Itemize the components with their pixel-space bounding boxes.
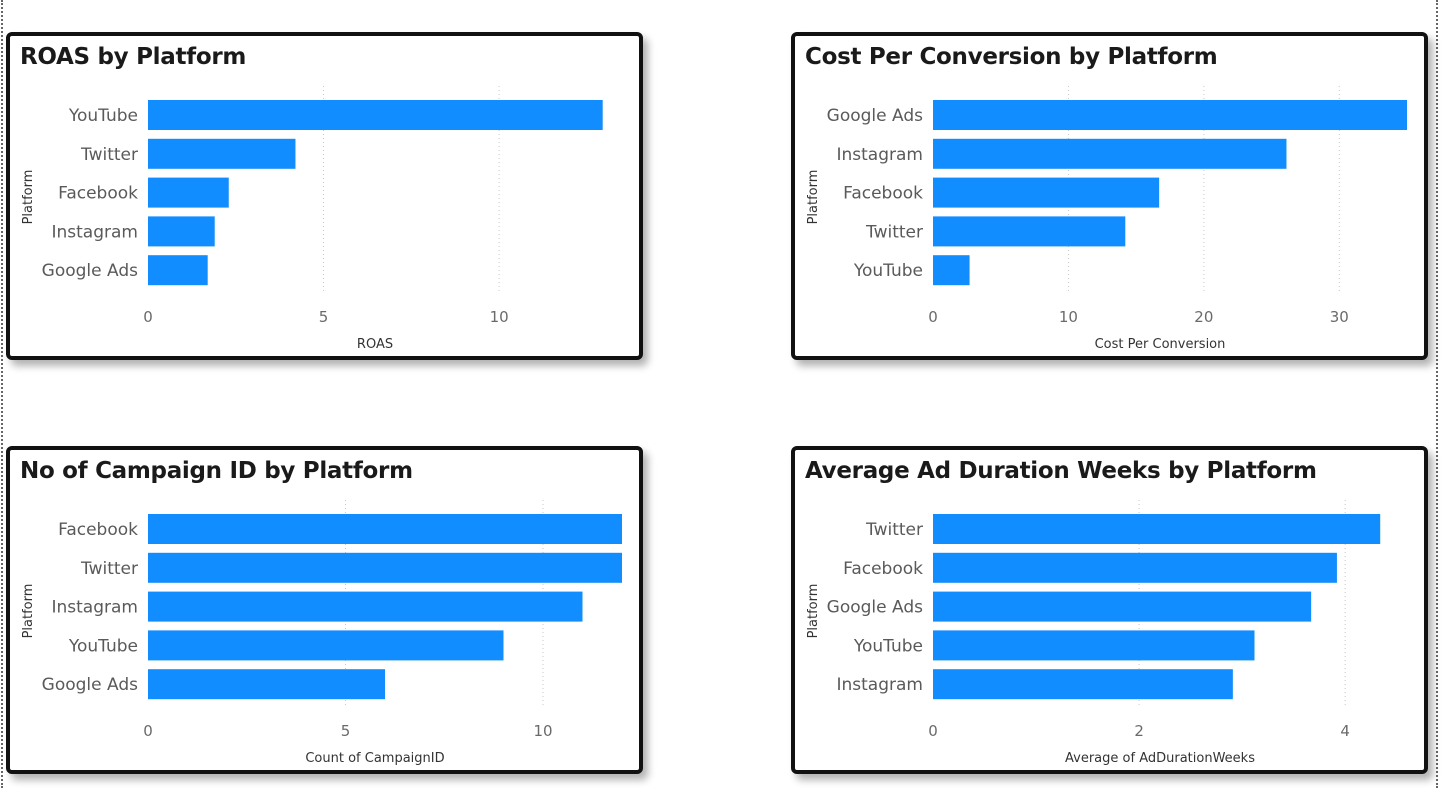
- x-tick-label: 0: [143, 722, 153, 740]
- category-label: Facebook: [843, 184, 923, 204]
- bar[interactable]: [933, 100, 1407, 130]
- category-label: Google Ads: [42, 261, 138, 281]
- cost-per-conversion-chart-card[interactable]: Cost Per Conversion by Platform Google A…: [791, 32, 1428, 360]
- y-axis-title: Platform: [806, 584, 821, 639]
- x-tick-label: 5: [319, 308, 329, 326]
- category-label: Twitter: [865, 520, 923, 540]
- roas-bar-chart: YouTube Twitter Facebook Instagram Google Ad…: [21, 86, 603, 352]
- category-label: Instagram: [52, 598, 139, 618]
- category-label: Google Ads: [42, 675, 138, 695]
- cost-per-conversion-bar-chart: Google Ads Instagram Facebook Twitter YouTub…: [806, 86, 1407, 352]
- chart-title: Cost Per Conversion by Platform: [805, 44, 1218, 70]
- canvas-right-border: [1436, 0, 1438, 788]
- bar[interactable]: [148, 630, 504, 661]
- x-tick-label: 0: [928, 308, 938, 326]
- x-tick-label: 0: [928, 722, 938, 740]
- x-axis-title: Average of AdDurationWeeks: [1065, 751, 1255, 766]
- bar[interactable]: [148, 591, 583, 622]
- bar[interactable]: [148, 514, 622, 544]
- category-label: YouTube: [68, 106, 138, 126]
- y-axis-title: Platform: [806, 170, 821, 225]
- campaign-count-bar-chart: Facebook Twitter Instagram YouTube Google Ad…: [21, 500, 622, 766]
- category-label: Google Ads: [827, 106, 923, 126]
- bar[interactable]: [933, 630, 1255, 661]
- bar[interactable]: [933, 138, 1287, 169]
- category-label: Facebook: [843, 559, 923, 579]
- bar[interactable]: [933, 514, 1381, 544]
- bar[interactable]: [148, 552, 622, 583]
- category-label: Instagram: [52, 222, 139, 242]
- bar[interactable]: [148, 177, 229, 208]
- x-axis-title: Cost Per Conversion: [1095, 337, 1226, 352]
- category-label: Instagram: [837, 675, 924, 695]
- roas-chart-card[interactable]: ROAS by Platform YouTube Twitter Facebook I…: [6, 32, 643, 360]
- x-tick-label: 10: [1059, 308, 1078, 326]
- x-tick-label: 30: [1330, 308, 1349, 326]
- x-axis-title: Count of CampaignID: [305, 751, 444, 766]
- y-axis-title: Platform: [21, 584, 36, 639]
- bar[interactable]: [933, 591, 1312, 622]
- category-label: YouTube: [853, 636, 923, 656]
- x-tick-label: 10: [533, 722, 552, 740]
- bar[interactable]: [148, 100, 603, 130]
- category-label: Google Ads: [827, 598, 923, 618]
- x-tick-label: 5: [341, 722, 351, 740]
- bar[interactable]: [933, 255, 970, 286]
- campaign-count-chart-card[interactable]: No of Campaign ID by Platform Facebook Tw…: [6, 446, 643, 774]
- chart-title: No of Campaign ID by Platform: [20, 458, 413, 484]
- canvas-left-border: [1, 0, 3, 788]
- bar[interactable]: [148, 216, 215, 247]
- category-label: Facebook: [58, 520, 138, 540]
- chart-title: ROAS by Platform: [20, 44, 247, 70]
- category-label: Twitter: [80, 559, 138, 579]
- x-tick-label: 2: [1134, 722, 1144, 740]
- bar[interactable]: [933, 552, 1337, 583]
- category-label: YouTube: [68, 636, 138, 656]
- category-label: Instagram: [837, 145, 924, 165]
- bar[interactable]: [148, 138, 296, 169]
- bar[interactable]: [148, 669, 385, 700]
- ad-duration-chart-card[interactable]: Average Ad Duration Weeks by Platform Tw…: [791, 446, 1428, 774]
- bar[interactable]: [933, 177, 1160, 208]
- bar[interactable]: [148, 255, 208, 286]
- ad-duration-bar-chart: Twitter Facebook Google Ads YouTube Instagra…: [806, 500, 1381, 766]
- x-tick-label: 10: [490, 308, 509, 326]
- category-label: YouTube: [853, 261, 923, 281]
- bar[interactable]: [933, 669, 1233, 700]
- chart-title: Average Ad Duration Weeks by Platform: [805, 458, 1317, 484]
- category-label: Twitter: [80, 145, 138, 165]
- category-label: Facebook: [58, 184, 138, 204]
- category-label: Twitter: [865, 222, 923, 242]
- x-tick-label: 0: [143, 308, 153, 326]
- x-tick-label: 4: [1340, 722, 1350, 740]
- y-axis-title: Platform: [21, 170, 36, 225]
- x-axis-title: ROAS: [357, 337, 393, 352]
- x-tick-label: 20: [1194, 308, 1213, 326]
- bar[interactable]: [933, 216, 1126, 247]
